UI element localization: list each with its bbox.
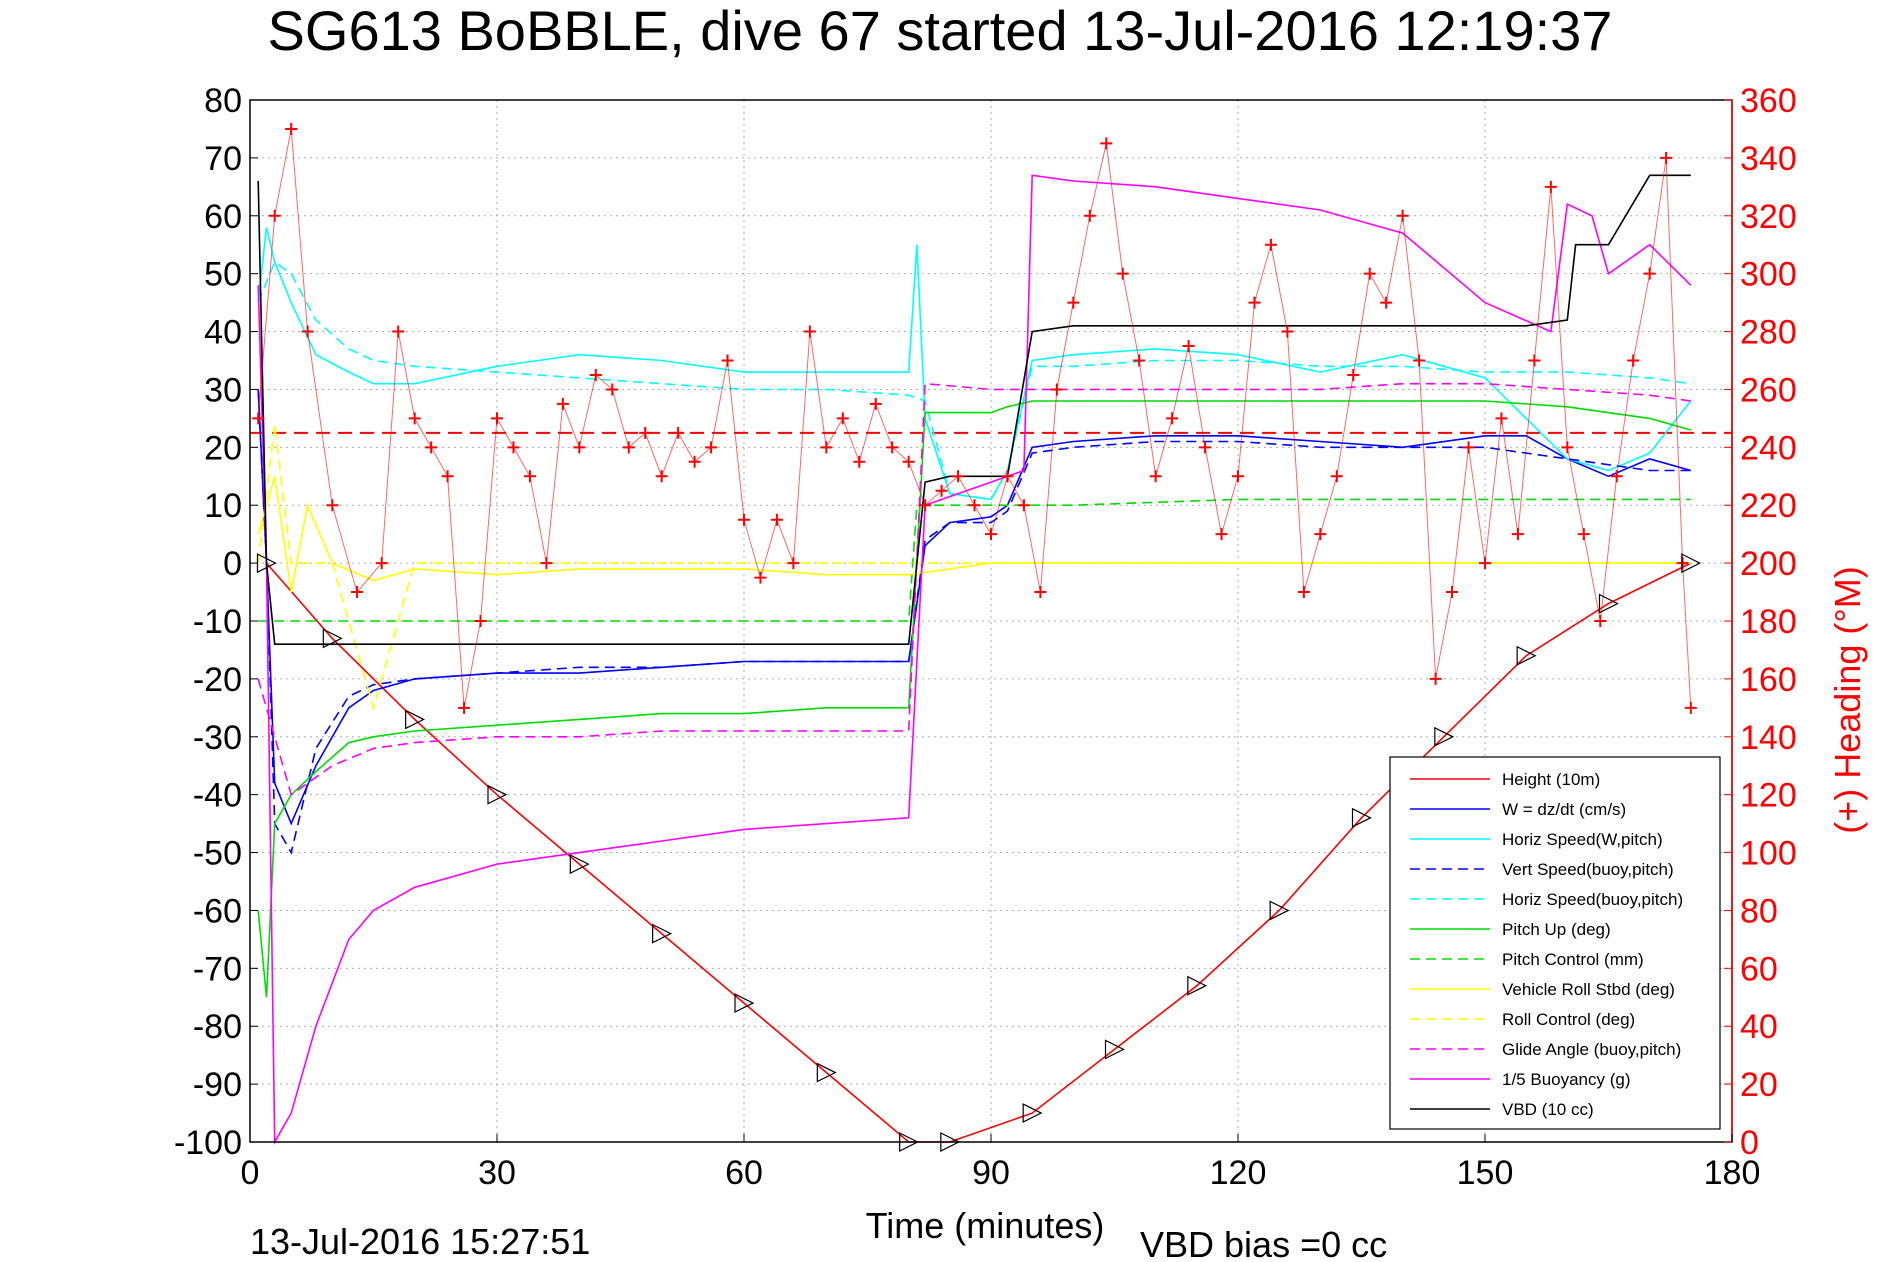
chart-title: SG613 BoBBLE, dive 67 started 13-Jul-201… — [268, 0, 1613, 62]
left-tick-label: -60 — [193, 892, 242, 930]
dive-marker — [487, 784, 508, 805]
right-tick-label: 40 — [1740, 1008, 1778, 1046]
x-tick-label: 90 — [972, 1154, 1010, 1192]
dive-marker — [816, 1062, 837, 1083]
left-tick-label: 30 — [204, 371, 242, 409]
dive-marker — [734, 993, 755, 1014]
series-line-1 — [257, 389, 1692, 826]
right-tick-label: 340 — [1740, 140, 1797, 178]
series-line-6 — [258, 498, 1691, 622]
right-axis-ticks: 3603403203002802602402202001801601401201… — [1724, 82, 1797, 1162]
left-tick-label: 10 — [204, 487, 242, 525]
right-tick-label: 200 — [1740, 545, 1797, 583]
legend-label-3: Vert Speed(buoy,pitch) — [1502, 860, 1674, 879]
x-tick-label: 30 — [478, 1154, 516, 1192]
series-line-9 — [257, 382, 1691, 797]
dive-marker — [569, 854, 590, 875]
right-tick-label: 320 — [1740, 198, 1797, 236]
dive-marker — [1598, 593, 1619, 614]
dive-marker — [322, 628, 343, 649]
dive-marker — [1516, 645, 1537, 666]
heading-trace — [257, 128, 1692, 708]
legend: Height (10m) W = dz/dt (cm/s) Horiz Speed(… — [1389, 756, 1721, 1130]
x-tick-label: 60 — [725, 1154, 763, 1192]
left-tick-label: 20 — [204, 429, 242, 467]
left-tick-label: 70 — [204, 140, 242, 178]
right-tick-label: 160 — [1740, 661, 1797, 699]
dive-marker — [1681, 553, 1702, 574]
dive-marker — [652, 923, 673, 944]
right-tick-label: 120 — [1740, 777, 1797, 815]
right-tick-label: 300 — [1740, 256, 1797, 294]
right-tick-label: 20 — [1740, 1066, 1778, 1104]
right-tick-label: 240 — [1740, 429, 1797, 467]
right-tick-label: 60 — [1740, 950, 1778, 988]
footer-timestamp: 13-Jul-2016 15:27:51 — [250, 1221, 590, 1262]
left-tick-label: -50 — [193, 835, 242, 873]
x-tick-label: 150 — [1457, 1154, 1514, 1192]
series-line-11 — [257, 174, 1691, 646]
x-axis-label: Time (minutes) — [866, 1205, 1105, 1246]
x-tick-label: 0 — [241, 1154, 260, 1192]
left-tick-label: -80 — [193, 1008, 242, 1046]
right-tick-label: 0 — [1740, 1124, 1759, 1162]
legend-label-7: Vehicle Roll Stbd (deg) — [1502, 980, 1675, 999]
left-tick-label: -70 — [193, 950, 242, 988]
dive-marker — [1022, 1103, 1043, 1124]
legend-label-0: Height (10m) — [1502, 770, 1600, 789]
left-axis-ticks: 80 70 60 50 40 30 20 10 0 -10 -20 -30 -40 -50 -60 -70 -8… — [174, 82, 258, 1162]
right-tick-label: 180 — [1740, 603, 1797, 641]
right-tick-label: 220 — [1740, 487, 1797, 525]
left-tick-label: -20 — [193, 661, 242, 699]
dive-marker — [1434, 726, 1455, 747]
legend-label-5: Pitch Up (deg) — [1502, 920, 1611, 939]
left-tick-label: -40 — [193, 777, 242, 815]
legend-label-9: Glide Angle (buoy,pitch) — [1502, 1040, 1681, 1059]
dive-marker — [1104, 1039, 1125, 1060]
left-tick-label: 40 — [204, 314, 242, 352]
dive-marker — [405, 709, 426, 730]
left-tick-label: -30 — [193, 719, 242, 757]
legend-label-1: W = dz/dt (cm/s) — [1502, 800, 1626, 819]
left-tick-label: -10 — [193, 603, 242, 641]
legend-label-6: Pitch Control (mm) — [1502, 950, 1644, 969]
left-tick-label: 50 — [204, 256, 242, 294]
dive-marker — [1187, 975, 1208, 996]
right-axis-label: (+) Heading (°M) — [1827, 566, 1868, 833]
x-tick-label: 180 — [1704, 1154, 1761, 1192]
legend-label-2: Horiz Speed(W,pitch) — [1502, 830, 1663, 849]
legend-label-11: VBD (10 cc) — [1502, 1100, 1594, 1119]
heading-layer — [252, 122, 1697, 714]
left-tick-label: 60 — [204, 198, 242, 236]
x-tick-label: 120 — [1210, 1154, 1267, 1192]
right-tick-label: 280 — [1740, 314, 1797, 352]
dive-marker — [1351, 807, 1372, 828]
left-tick-label: -90 — [193, 1066, 242, 1104]
right-tick-label: 80 — [1740, 892, 1778, 930]
series-line-8 — [257, 424, 1691, 711]
left-tick-label: -100 — [174, 1124, 242, 1162]
legend-label-4: Horiz Speed(buoy,pitch) — [1502, 890, 1683, 909]
right-tick-label: 260 — [1740, 371, 1797, 409]
right-tick-label: 140 — [1740, 719, 1797, 757]
series-layer — [257, 174, 1692, 1145]
legend-label-8: Roll Control (deg) — [1502, 1010, 1635, 1029]
right-tick-label: 100 — [1740, 835, 1797, 873]
series-line-4 — [257, 260, 1691, 501]
dive-marker — [1269, 900, 1290, 921]
series-line-10 — [257, 174, 1692, 1145]
right-tick-label: 360 — [1740, 82, 1797, 120]
x-axis-ticks: 0 30 60 90 120 150 180 — [241, 1134, 1761, 1192]
left-tick-label: 0 — [223, 545, 242, 583]
footer-vbd-bias: VBD bias =0 cc — [1140, 1224, 1387, 1262]
legend-label-10: 1/5 Buoyancy (g) — [1502, 1070, 1631, 1089]
legend-box — [1389, 756, 1721, 1130]
left-tick-label: 80 — [204, 82, 242, 120]
